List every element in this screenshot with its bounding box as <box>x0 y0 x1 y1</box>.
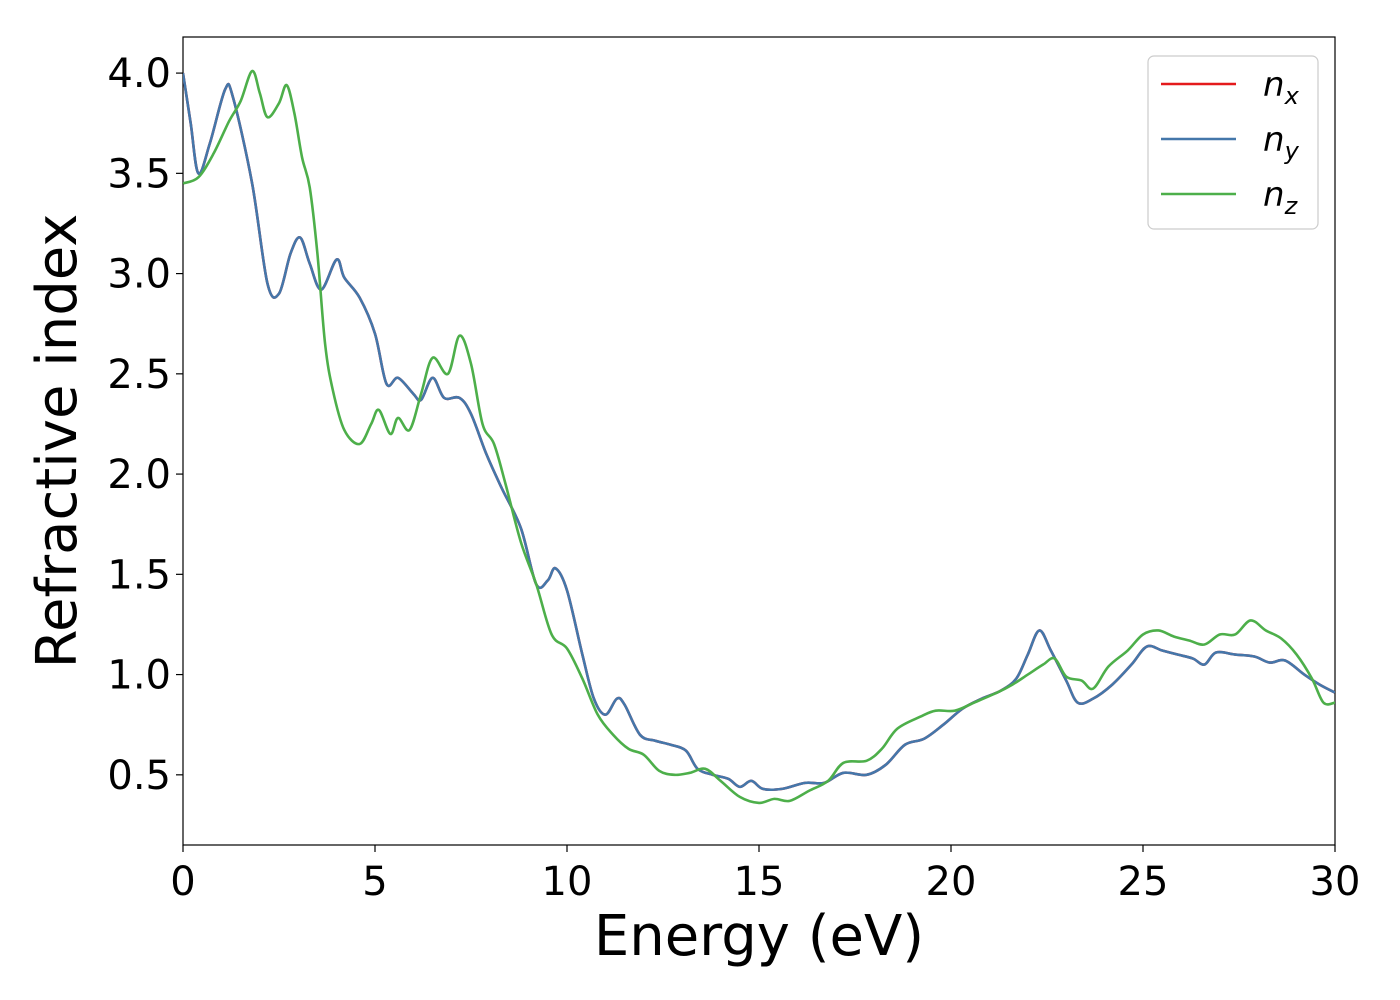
x-tick-label: 0 <box>170 859 195 905</box>
x-tick-label: 15 <box>734 859 785 905</box>
y-tick-label: 2.0 <box>107 452 171 498</box>
y-tick-label: 1.0 <box>107 653 171 699</box>
plot-area <box>182 36 1336 846</box>
y-tick-label: 3.0 <box>107 252 171 298</box>
y-tick-label: 2.5 <box>107 352 171 398</box>
x-axis-label: Energy (eV) <box>594 904 924 969</box>
series-line-nz <box>183 69 1335 805</box>
y-tick-label: 3.5 <box>107 151 171 197</box>
series-line-ny <box>183 72 1335 792</box>
plot-frame <box>182 36 1336 846</box>
x-axis: 0 5 10 15 20 25 30 <box>170 845 1360 905</box>
legend-box <box>1147 55 1319 230</box>
x-tick-label: 25 <box>1118 859 1169 905</box>
y-axis: 0.5 1.0 1.5 2.0 2.5 3.0 3.5 4.0 <box>107 51 183 799</box>
x-tick-label: 20 <box>926 859 977 905</box>
y-tick-label: 4.0 <box>107 51 171 97</box>
legend-label-ny: ny <box>1263 120 1300 165</box>
y-tick-label: 1.5 <box>107 552 171 598</box>
series-layer <box>183 69 1335 805</box>
x-tick-label: 30 <box>1310 859 1361 905</box>
y-tick-label: 0.5 <box>107 753 171 799</box>
legend-label-nz: nz <box>1263 175 1299 220</box>
x-tick-label: 5 <box>362 859 387 905</box>
legend-label-nx: nx <box>1263 65 1300 110</box>
x-tick-label: 10 <box>542 859 593 905</box>
y-axis-label: Refractive index <box>25 214 90 669</box>
legend: nx ny nz <box>1147 55 1319 230</box>
